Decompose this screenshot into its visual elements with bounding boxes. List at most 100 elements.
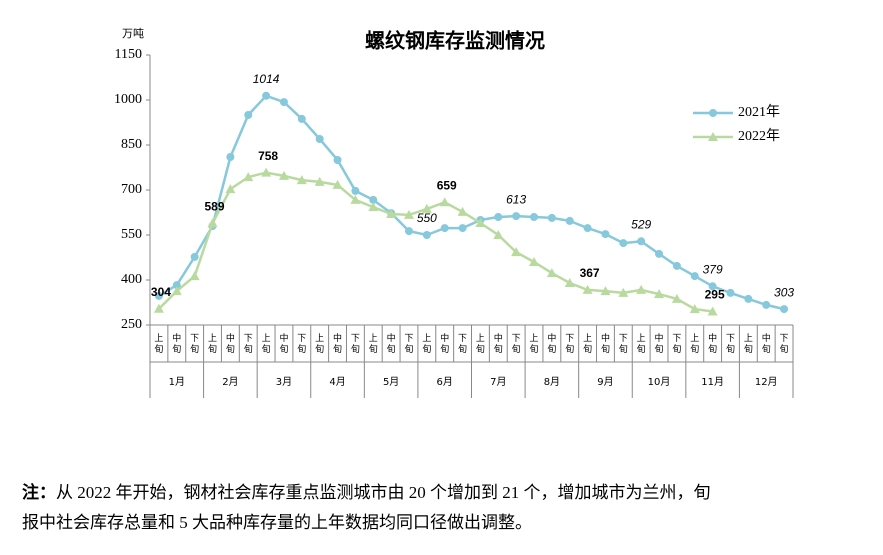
point — [279, 98, 288, 107]
data-label: 529 — [631, 217, 651, 231]
point — [172, 281, 181, 290]
point — [619, 239, 628, 248]
legend-label: 2022年 — [738, 128, 780, 144]
point — [262, 91, 271, 100]
point — [369, 195, 378, 204]
note-prefix: 注： — [22, 483, 56, 502]
month-label: 4月 — [329, 376, 345, 388]
point — [225, 184, 236, 194]
month-label: 12月 — [755, 376, 778, 388]
data-label: 367 — [580, 266, 600, 280]
point — [314, 176, 325, 186]
x-tick-label: 上旬 — [476, 333, 485, 355]
x-tick-label: 下旬 — [512, 334, 521, 355]
point — [457, 206, 468, 216]
x-tick-label: 下旬 — [458, 334, 467, 355]
x-tick-label: 上旬 — [262, 333, 271, 355]
data-label: 379 — [703, 262, 723, 276]
point — [618, 287, 629, 297]
x-tick-label: 中旬 — [333, 332, 342, 355]
data-label: 295 — [705, 288, 725, 302]
y-tick-label: 700 — [121, 182, 142, 197]
point — [261, 167, 272, 177]
point — [690, 272, 699, 281]
note: 注：从 2022 年开始，钢材社会库存重点监测城市由 20 个增加到 21 个，… — [22, 478, 872, 538]
point — [708, 282, 717, 291]
x-tick-label: 中旬 — [655, 332, 664, 355]
x-tick-label: 上旬 — [637, 333, 646, 355]
y-unit: 万吨 — [122, 27, 144, 40]
month-label: 9月 — [597, 376, 613, 388]
point — [368, 202, 379, 212]
point — [153, 303, 164, 313]
point — [439, 197, 450, 207]
point — [244, 111, 253, 119]
point — [511, 247, 522, 257]
point — [189, 271, 200, 281]
point — [475, 218, 486, 227]
x-tick-label: 下旬 — [726, 334, 735, 355]
x-tick-label: 中旬 — [387, 332, 396, 355]
point — [154, 291, 163, 300]
y-tick-label: 550 — [121, 227, 142, 242]
data-label: 550 — [417, 211, 437, 225]
point — [707, 306, 718, 316]
point — [654, 289, 665, 299]
month-label: 1月 — [169, 376, 185, 388]
x-tick-label: 下旬 — [619, 334, 628, 355]
x-tick-label: 下旬 — [672, 334, 681, 355]
x-tick-label: 上旬 — [583, 333, 592, 355]
x-tick-label: 上旬 — [369, 333, 378, 355]
x-tick-label: 中旬 — [172, 332, 181, 355]
point — [636, 284, 647, 294]
point — [422, 231, 431, 239]
point — [601, 230, 610, 239]
x-tick-label: 上旬 — [208, 333, 217, 355]
point — [458, 224, 467, 233]
data-label: 758 — [258, 149, 278, 163]
point — [278, 170, 289, 180]
point — [350, 194, 361, 204]
month-label: 2月 — [222, 376, 238, 388]
point — [582, 284, 593, 294]
point — [780, 305, 789, 314]
x-tick-label: 中旬 — [601, 332, 610, 355]
x-tick-label: 下旬 — [780, 334, 789, 355]
point — [512, 212, 521, 221]
data-label: 589 — [204, 199, 224, 213]
legend-label: 2021年 — [738, 104, 780, 120]
x-tick-label: 上旬 — [154, 333, 163, 355]
x-tick-label: 中旬 — [547, 332, 556, 355]
x-tick-label: 上旬 — [744, 333, 753, 355]
x-tick-label: 上旬 — [422, 333, 431, 355]
month-label: 5月 — [383, 376, 399, 388]
point — [332, 179, 343, 189]
point — [404, 227, 413, 236]
x-tick-label: 上旬 — [315, 333, 324, 355]
x-tick-label: 下旬 — [190, 334, 199, 355]
month-label: 11月 — [701, 376, 724, 388]
note-line: 从 2022 年开始，钢材社会库存重点监测城市由 20 个增加到 21 个，增加… — [56, 483, 711, 502]
point — [689, 304, 700, 314]
y-tick-label: 250 — [121, 317, 142, 332]
point — [226, 153, 235, 161]
point — [672, 261, 681, 270]
point — [637, 237, 646, 246]
data-label: 1014 — [253, 72, 280, 86]
point — [243, 172, 254, 182]
x-tick-label: 中旬 — [226, 332, 235, 355]
point — [744, 294, 753, 303]
y-tick-label: 1000 — [114, 92, 142, 107]
point — [494, 213, 503, 221]
x-tick-label: 中旬 — [762, 332, 771, 355]
data-label: 303 — [774, 285, 794, 299]
data-label: 613 — [506, 192, 526, 206]
point — [296, 175, 307, 185]
x-tick-label: 下旬 — [565, 334, 574, 355]
legend-marker — [709, 109, 717, 117]
month-label: 7月 — [490, 376, 506, 388]
x-tick-label: 下旬 — [244, 334, 253, 355]
y-tick-label: 850 — [121, 137, 142, 152]
x-tick-label: 下旬 — [351, 334, 360, 355]
